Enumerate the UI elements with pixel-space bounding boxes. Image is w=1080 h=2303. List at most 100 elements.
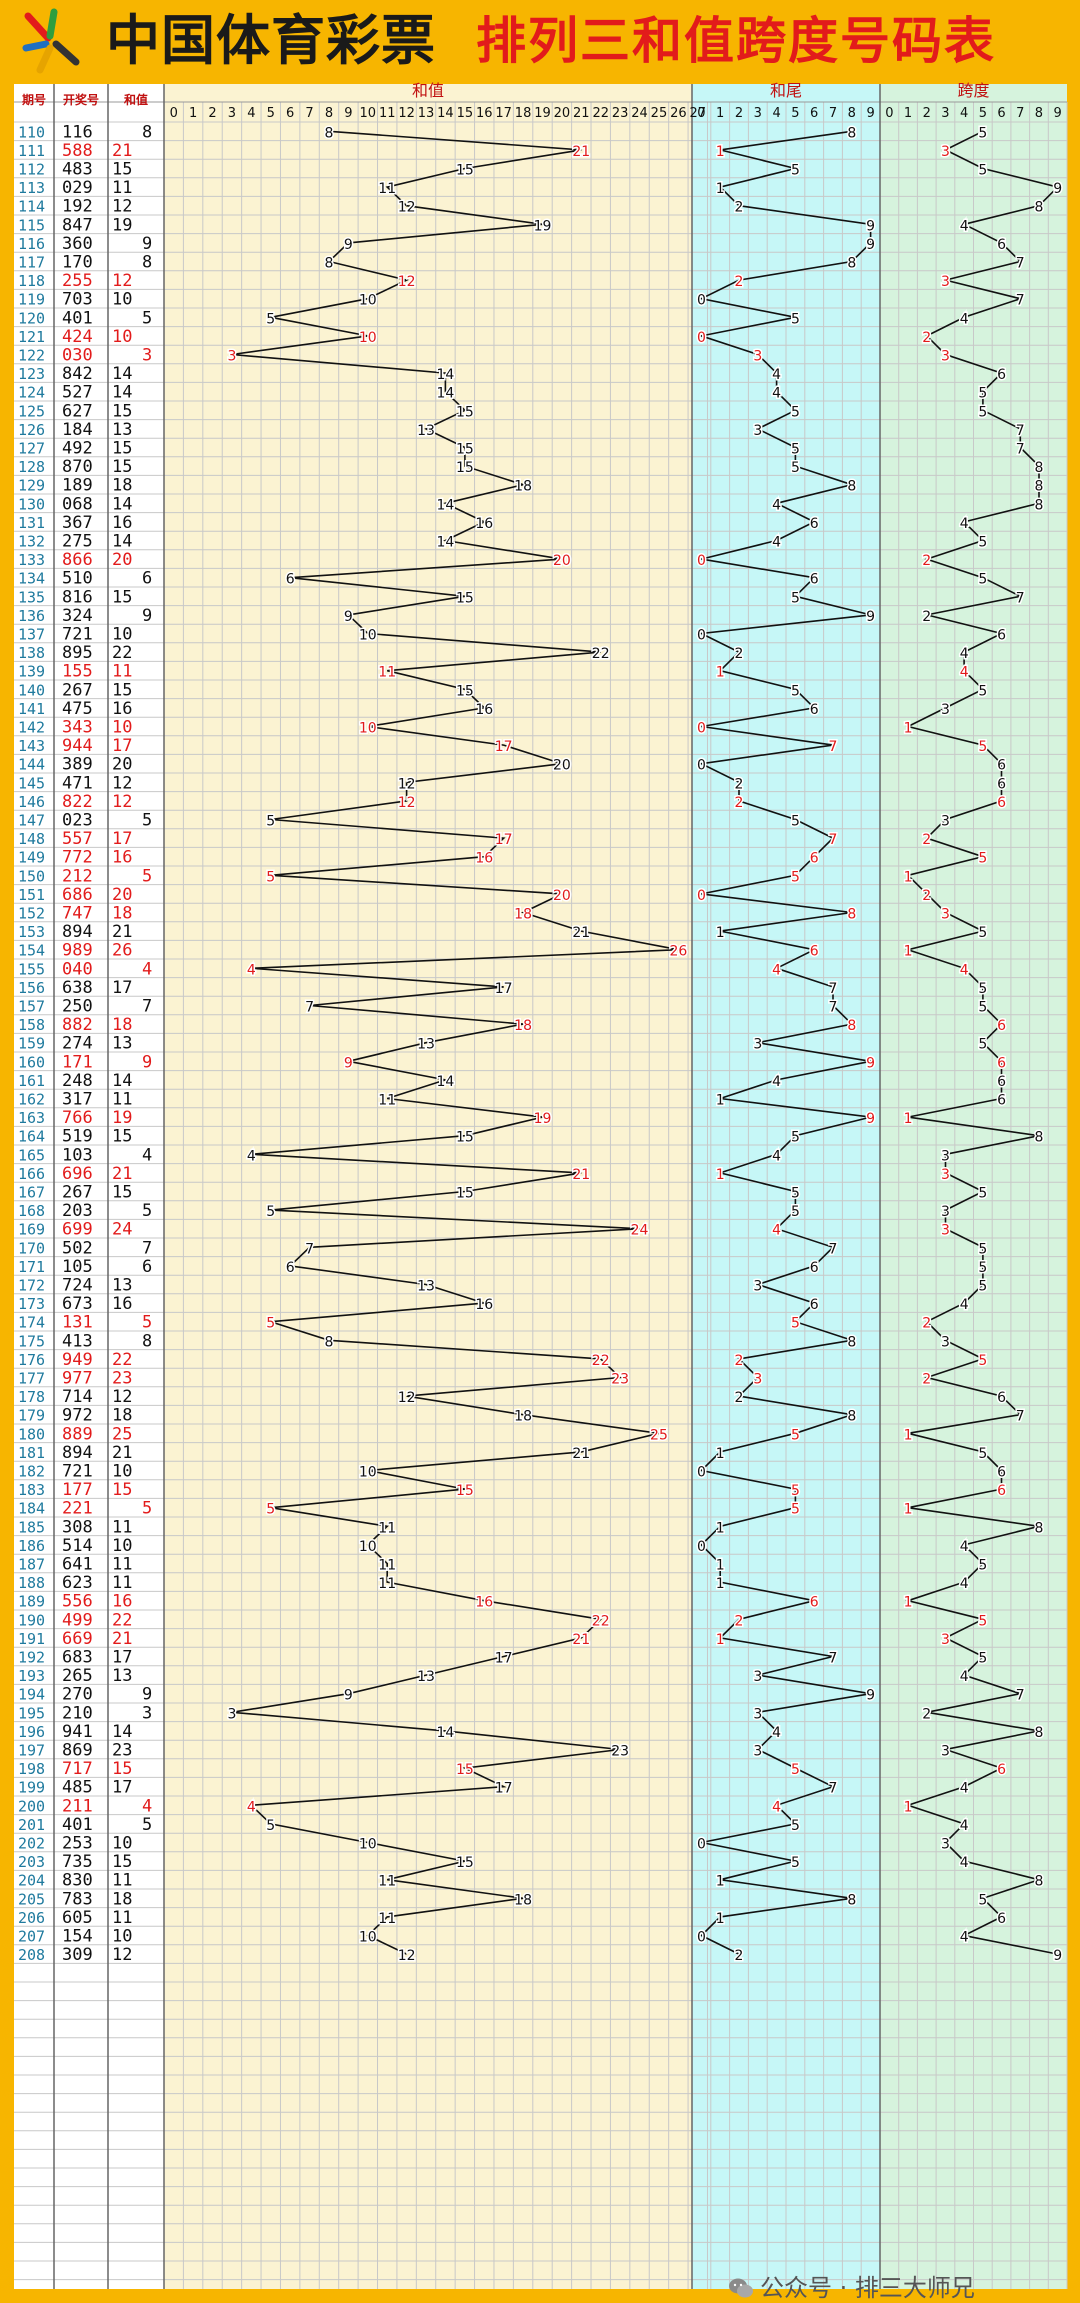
span-point-label: 9 bbox=[1053, 1948, 1062, 1964]
issue-number: 194 bbox=[18, 1686, 45, 1704]
draw-number: 882 bbox=[62, 1015, 93, 1035]
draw-number: 724 bbox=[62, 1276, 93, 1296]
tail-tick-label: 8 bbox=[848, 106, 856, 121]
sum-point-label: 18 bbox=[514, 479, 532, 495]
issue-number: 207 bbox=[18, 1928, 45, 1946]
sum-value: 15 bbox=[112, 680, 132, 700]
draw-number: 766 bbox=[62, 1108, 93, 1128]
sum-point-label: 12 bbox=[398, 776, 416, 792]
sum-value: 22 bbox=[112, 643, 132, 663]
sum-point-label: 15 bbox=[456, 1130, 474, 1146]
span-point-label: 8 bbox=[1034, 497, 1043, 513]
tail-point-label: 1 bbox=[716, 925, 725, 941]
sum-point-label: 17 bbox=[495, 981, 513, 997]
draw-number: 669 bbox=[62, 1629, 93, 1649]
sum-tick-label: 23 bbox=[612, 106, 629, 121]
sum-tick-label: 13 bbox=[418, 106, 435, 121]
issue-number: 134 bbox=[18, 570, 45, 588]
span-point-label: 2 bbox=[922, 330, 931, 346]
sum-tick-label: 19 bbox=[534, 106, 551, 121]
sum-point-label: 12 bbox=[398, 1390, 416, 1406]
issue-number: 187 bbox=[18, 1556, 45, 1574]
span-series-line bbox=[905, 130, 1060, 1955]
draw-number: 154 bbox=[62, 1927, 93, 1947]
draw-number: 735 bbox=[62, 1852, 93, 1872]
issue-number: 157 bbox=[18, 998, 45, 1016]
issue-number: 192 bbox=[18, 1649, 45, 1667]
sum-point-label: 8 bbox=[325, 125, 334, 141]
sum-point-label: 15 bbox=[456, 442, 474, 458]
tail-point-label: 2 bbox=[735, 776, 744, 792]
span-point-label: 8 bbox=[1034, 1874, 1043, 1890]
span-point-label: 7 bbox=[1016, 423, 1025, 439]
issue-number: 118 bbox=[18, 272, 45, 290]
sum-value: 21 bbox=[112, 922, 132, 942]
sum-point-label: 15 bbox=[456, 460, 474, 476]
span-tick-label: 6 bbox=[997, 106, 1005, 121]
sum-tick-label: 18 bbox=[515, 106, 532, 121]
sum-tick-label: 21 bbox=[573, 106, 590, 121]
issue-number: 167 bbox=[18, 1184, 45, 1202]
sum-point-label: 5 bbox=[266, 1818, 275, 1834]
tail-point-label: 4 bbox=[772, 367, 781, 383]
issue-number: 116 bbox=[18, 235, 45, 253]
draw-number: 030 bbox=[62, 346, 93, 366]
sum-point-label: 13 bbox=[417, 1279, 435, 1295]
sum-value: 12 bbox=[112, 271, 132, 291]
tail-point-label: 3 bbox=[753, 1279, 762, 1295]
span-point-label: 4 bbox=[960, 1576, 969, 1592]
tail-point-label: 2 bbox=[735, 795, 744, 811]
span-point-label: 3 bbox=[941, 274, 950, 290]
sum-value: 20 bbox=[112, 885, 132, 905]
issue-number: 137 bbox=[18, 626, 45, 644]
sum-point-label: 9 bbox=[344, 1055, 353, 1071]
sum-point-label: 15 bbox=[456, 163, 474, 179]
tail-point-label: 1 bbox=[716, 181, 725, 197]
sum-tick-label: 27 bbox=[690, 106, 707, 121]
issue-number: 178 bbox=[18, 1388, 45, 1406]
sum-point-label: 21 bbox=[572, 925, 590, 941]
tail-point-label: 0 bbox=[697, 721, 706, 737]
span-point-label: 7 bbox=[1016, 293, 1025, 309]
issue-number: 124 bbox=[18, 384, 45, 402]
tail-point-label: 6 bbox=[810, 702, 819, 718]
sum-point-label: 4 bbox=[247, 962, 256, 978]
sum-value: 8 bbox=[142, 253, 152, 273]
tail-point-label: 7 bbox=[829, 739, 838, 755]
sum-value: 4 bbox=[142, 959, 152, 979]
col-header-draw: 开奖号 bbox=[63, 92, 99, 107]
sum-value: 4 bbox=[142, 1796, 152, 1816]
sum-value: 4 bbox=[142, 1145, 152, 1165]
sum-point-label: 18 bbox=[514, 1892, 532, 1908]
tail-point-label: 1 bbox=[716, 1446, 725, 1462]
sum-point-label: 11 bbox=[378, 1520, 396, 1536]
sum-value: 14 bbox=[112, 532, 132, 552]
tail-point-label: 3 bbox=[753, 349, 762, 365]
sum-point-label: 5 bbox=[266, 1316, 275, 1332]
sum-point-label: 3 bbox=[227, 349, 236, 365]
sum-value: 10 bbox=[112, 1536, 132, 1556]
draw-number: 588 bbox=[62, 141, 93, 161]
sum-point-label: 7 bbox=[305, 1000, 314, 1016]
draw-number: 275 bbox=[62, 532, 93, 552]
draw-number: 105 bbox=[62, 1257, 93, 1277]
issue-number: 164 bbox=[18, 1128, 45, 1146]
issue-number: 135 bbox=[18, 588, 45, 606]
issue-number: 202 bbox=[18, 1835, 45, 1853]
draw-number: 972 bbox=[62, 1406, 93, 1426]
tail-point-label: 1 bbox=[716, 1520, 725, 1536]
sum-point-label: 7 bbox=[305, 1241, 314, 1257]
tail-point-label: 8 bbox=[847, 479, 856, 495]
draw-number: 949 bbox=[62, 1350, 93, 1370]
issue-number: 147 bbox=[18, 812, 45, 830]
span-point-label: 4 bbox=[960, 962, 969, 978]
draw-number: 221 bbox=[62, 1499, 93, 1519]
tail-point-label: 7 bbox=[829, 1781, 838, 1797]
span-point-label: 8 bbox=[1034, 460, 1043, 476]
issue-number: 132 bbox=[18, 533, 45, 551]
sum-point-label: 24 bbox=[631, 1223, 649, 1239]
sum-value: 5 bbox=[142, 1499, 152, 1519]
issue-number: 151 bbox=[18, 886, 45, 904]
sum-point-label: 16 bbox=[475, 702, 493, 718]
sum-point-label: 8 bbox=[325, 1334, 334, 1350]
